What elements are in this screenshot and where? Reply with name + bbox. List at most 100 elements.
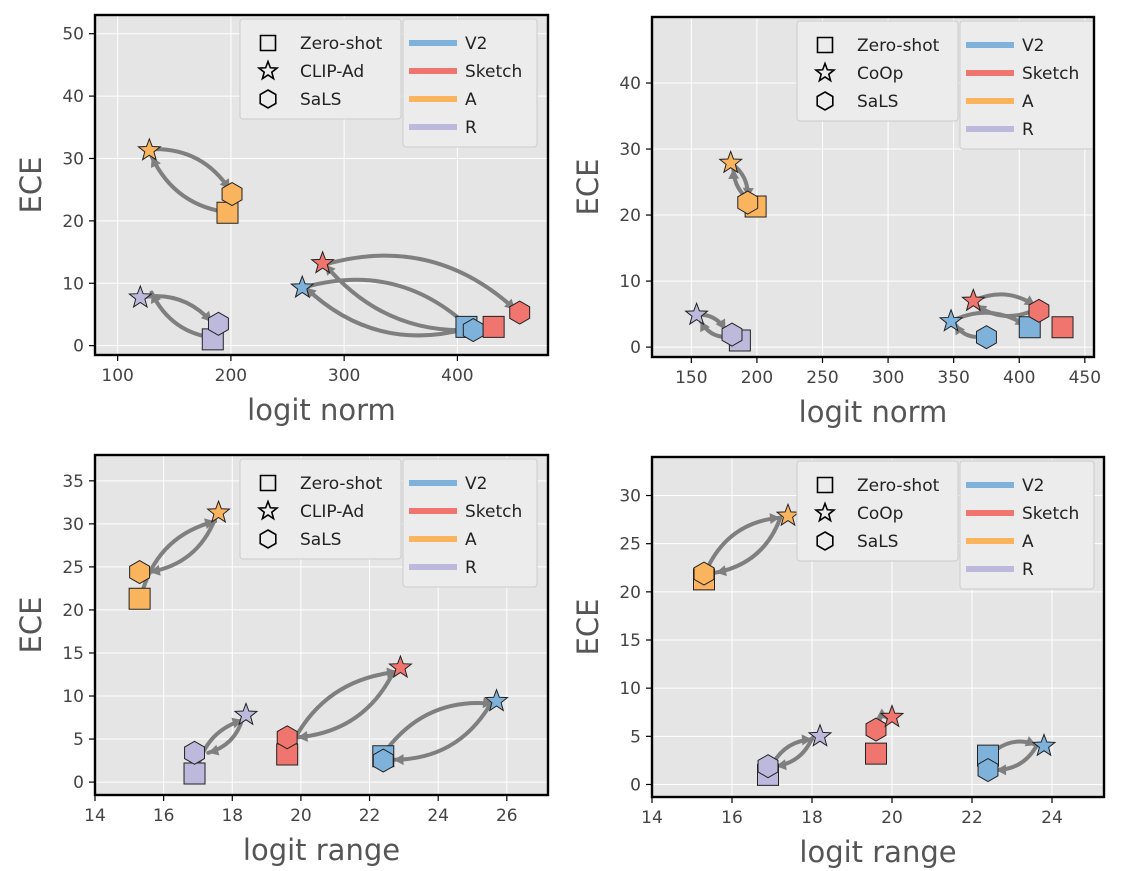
y-tick-label: 20 (62, 601, 84, 621)
marker-zero-shot-sketch (865, 742, 887, 765)
x-tick-label: 22 (359, 806, 381, 826)
trajectory-arrow (391, 703, 492, 762)
chart-panel-1: 100 200 300 400 0 10 20 30 40 50 logit norm ECE Zero… (14, 13, 550, 427)
legend: Zero-shot CoOp SaLS V2 Sketch AR (796, 20, 1095, 150)
marker-tuned-r (807, 723, 833, 747)
trajectory-arrow (303, 277, 471, 329)
x-tick-label: 200 (741, 368, 773, 388)
x-axis-label: logit range (243, 833, 400, 867)
trajectory-arrow (322, 253, 518, 312)
arrow-head (769, 513, 780, 525)
marker-tuned-sketch (310, 250, 335, 274)
x-tick-label: 18 (801, 808, 823, 828)
arrow-head (716, 565, 727, 577)
legend-label: SaLS (300, 90, 341, 110)
marker-sals-v2 (975, 325, 997, 350)
y-tick-label: 0 (630, 775, 641, 795)
legend-symbol-hex (816, 531, 834, 551)
arrow-head (482, 697, 494, 709)
marker-zero-shot-v2 (977, 744, 999, 767)
x-tick-label: 350 (937, 368, 969, 388)
plot-content (128, 137, 531, 351)
y-tick-label: 15 (619, 631, 641, 651)
legend-symbol-square (259, 34, 277, 52)
legend-label: V2 (465, 474, 487, 494)
legend-label: SaLS (300, 530, 341, 550)
y-axis-label: ECE (14, 597, 48, 654)
legend-label: R (465, 118, 477, 138)
legend-symbol-square (259, 474, 277, 492)
legend-color-box (402, 18, 538, 148)
x-tick-label: 150 (675, 368, 707, 388)
legend-label: R (465, 558, 477, 578)
arrow-head (149, 564, 161, 576)
x-tick-label: 300 (328, 366, 360, 386)
legend-symbol-hex (259, 529, 277, 549)
x-tick-label: 22 (961, 808, 983, 828)
arrow-head (996, 764, 1007, 776)
legend-label: SaLS (857, 92, 898, 112)
plot-frame (93, 453, 550, 797)
marker-sals-r (757, 754, 779, 779)
x-axis-label: logit range (799, 835, 956, 869)
arrow-head (776, 759, 787, 771)
legend-color-box (402, 458, 538, 588)
legend-marker-box (796, 460, 959, 562)
y-tick-label: 0 (73, 773, 84, 793)
marker-zero-shot-r (183, 762, 206, 785)
legend-label: R (1022, 560, 1034, 580)
x-axis-label: logit norm (247, 393, 396, 427)
chart-panel-3: 14 16 18 20 22 24 26 0 5 10 15 20 25 30 35 logit range E… (14, 453, 550, 867)
y-tick-label: 20 (62, 212, 84, 232)
marker-zero-shot-sketch (1051, 316, 1074, 339)
legend-label: V2 (1022, 476, 1044, 496)
x-tick-label: 400 (1003, 368, 1035, 388)
plot-frame (650, 455, 1106, 799)
marker-tuned-a (775, 502, 801, 527)
marker-sals-v2 (372, 748, 394, 773)
y-axis-label: ECE (571, 599, 605, 656)
arrow-head (231, 717, 243, 729)
legend-label: Zero-shot (857, 476, 940, 496)
marker-sals-sketch (276, 725, 298, 750)
marker-tuned-r (684, 301, 709, 326)
arrow-head (728, 168, 740, 180)
y-axis-label: ECE (571, 159, 605, 216)
legend: Zero-shot CoOp SaLS V2 Sketch AR (796, 460, 1095, 590)
y-tick-label: 0 (73, 337, 84, 357)
legend-symbol-star (813, 61, 837, 83)
y-tick-label: 25 (619, 535, 641, 555)
x-tick-label: 14 (84, 806, 106, 826)
marker-sals-r (207, 311, 229, 336)
plot-content (693, 502, 1057, 786)
marker-tuned-r (233, 702, 259, 726)
y-tick-label: 20 (619, 206, 641, 226)
marker-zero-shot-a (216, 201, 239, 224)
legend-label: Zero-shot (300, 34, 383, 54)
legend-label: A (1022, 532, 1034, 552)
x-tick-label: 300 (872, 368, 904, 388)
plot-frame (650, 15, 1096, 359)
x-tick-label: 20 (881, 808, 903, 828)
legend-symbol-star (813, 501, 837, 523)
marker-sals-sketch (509, 300, 531, 325)
marker-sals-v2 (977, 757, 999, 783)
marker-sals-sketch (1028, 298, 1050, 323)
y-tick-label: 0 (630, 338, 641, 358)
y-tick-label: 5 (73, 730, 84, 750)
marker-tuned-v2 (289, 274, 315, 299)
marker-sals-a (737, 190, 759, 215)
marker-tuned-a (718, 149, 743, 174)
marker-sals-v2 (462, 317, 484, 343)
legend-color-box (959, 460, 1095, 590)
marker-zero-shot-sketch (482, 315, 505, 338)
marker-tuned-a (137, 137, 162, 161)
legend-label: Sketch (465, 62, 522, 82)
trajectory-arrow (295, 669, 396, 740)
y-tick-label: 25 (62, 558, 84, 578)
legend: Zero-shot CLIP-Ad SaLS V2 Sketch AR (239, 458, 538, 588)
y-tick-label: 50 (62, 25, 84, 45)
legend-label: A (465, 90, 477, 110)
marker-zero-shot-a (128, 587, 151, 610)
y-tick-label: 5 (630, 727, 641, 747)
